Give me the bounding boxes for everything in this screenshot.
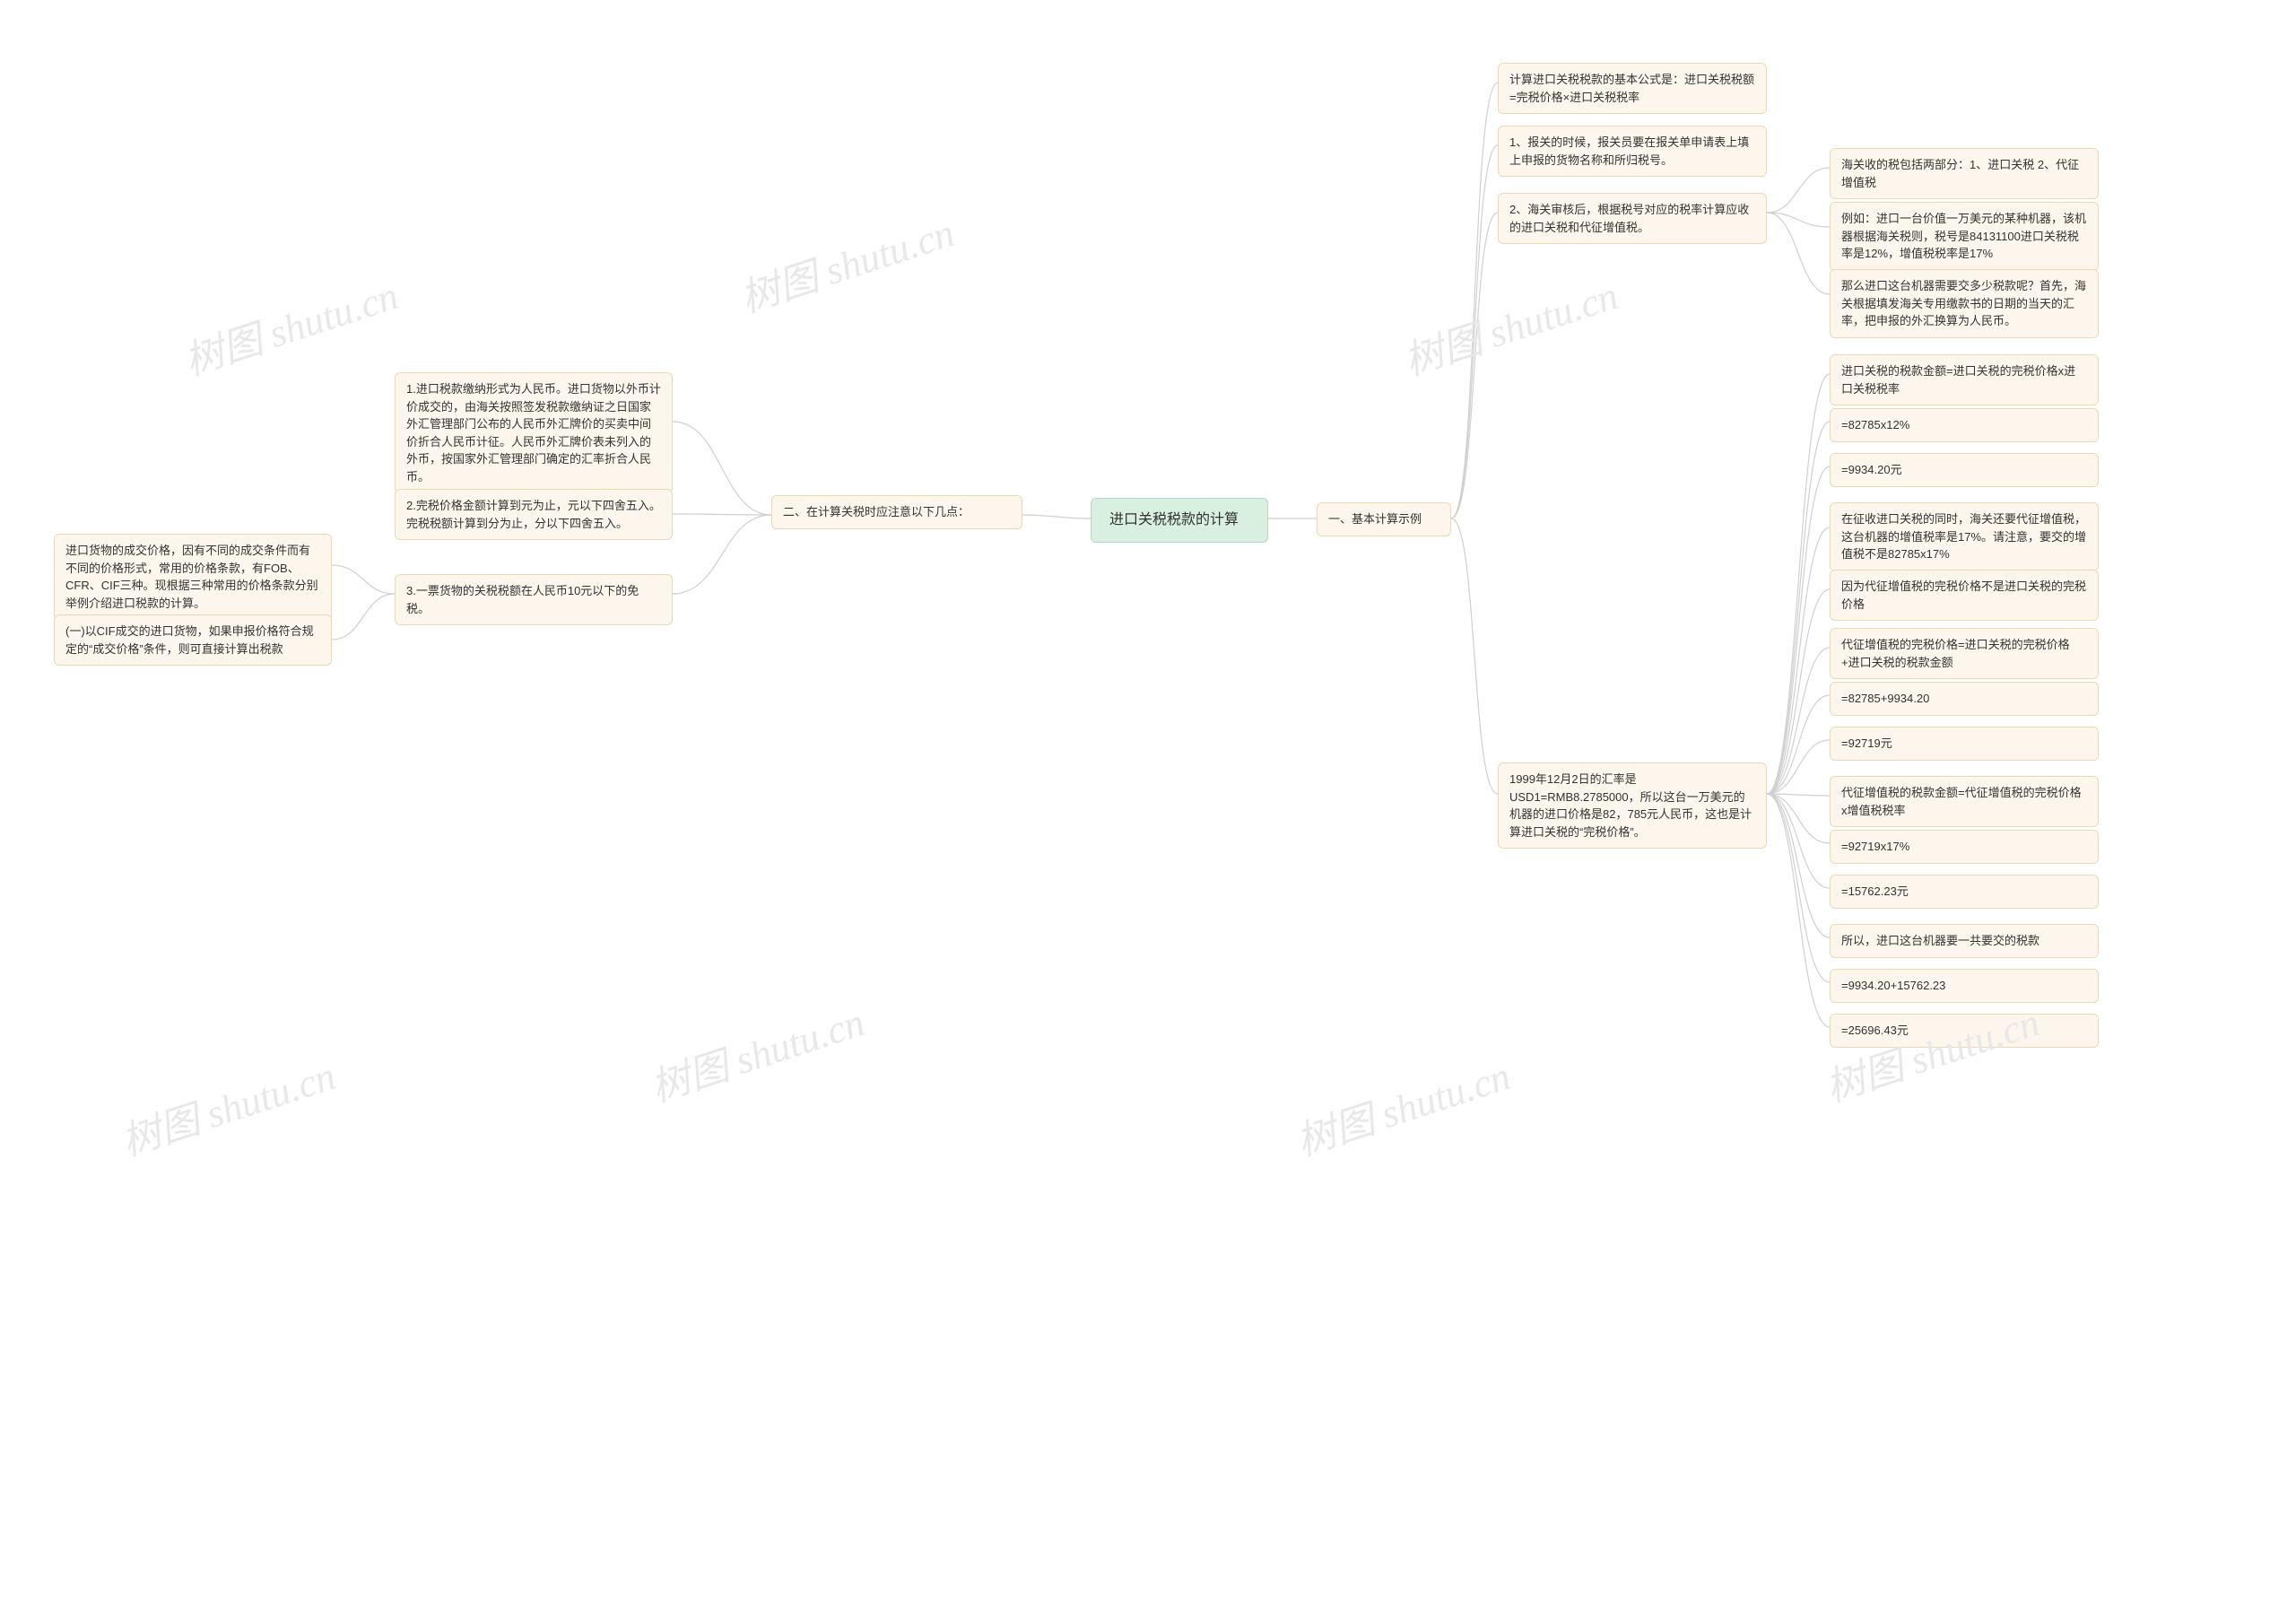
node-calc-2[interactable]: =9934.20元 — [1830, 453, 2099, 487]
branch-right[interactable]: 一、基本计算示例 — [1317, 502, 1451, 536]
node-point-1[interactable]: 1.进口税款缴纳形式为人民币。进口货物以外币计价成交的，由海关按照签发税款缴纳证… — [395, 372, 673, 493]
node-calc-1[interactable]: =82785x12% — [1830, 408, 2099, 442]
node-vat-amount-formula[interactable]: 代征增值税的税款金额=代征增值税的完税价格x增值税税率 — [1830, 776, 2099, 827]
watermark: 树图 shutu.cn — [1817, 989, 2046, 1112]
node-tax-parts[interactable]: 海关收的税包括两部分：1、进口关税 2、代征增值税 — [1830, 148, 2099, 199]
watermark: 树图 shutu.cn — [1288, 1043, 1517, 1166]
watermark: 树图 shutu.cn — [176, 263, 404, 386]
node-total-label[interactable]: 所以，进口这台机器要一共要交的税款 — [1830, 924, 2099, 958]
node-calc-3[interactable]: =82785+9934.20 — [1830, 682, 2099, 716]
node-step1[interactable]: 1、报关的时候，报关员要在报关单申请表上填上申报的货物名称和所归税号。 — [1498, 126, 1767, 177]
node-import-tax-formula[interactable]: 进口关税的税款金额=进口关税的完税价格x进口关税税率 — [1830, 354, 2099, 405]
branch-left[interactable]: 二、在计算关税时应注意以下几点： — [771, 495, 1022, 529]
node-calc-8[interactable]: =25696.43元 — [1830, 1014, 2099, 1048]
node-point-3[interactable]: 3.一票货物的关税税额在人民币10元以下的免税。 — [395, 574, 673, 625]
watermark: 树图 shutu.cn — [732, 200, 961, 323]
node-price-terms[interactable]: 进口货物的成交价格，因有不同的成交条件而有不同的价格形式，常用的价格条款，有FO… — [54, 534, 332, 620]
node-calc-6[interactable]: =15762.23元 — [1830, 875, 2099, 909]
root-node[interactable]: 进口关税税款的计算 — [1091, 498, 1268, 543]
node-calc-7[interactable]: =9934.20+15762.23 — [1830, 969, 2099, 1003]
node-step2[interactable]: 2、海关审核后，根据税号对应的税率计算应收的进口关税和代征增值税。 — [1498, 193, 1767, 244]
watermark: 树图 shutu.cn — [113, 1043, 342, 1166]
node-calc-4[interactable]: =92719元 — [1830, 727, 2099, 761]
watermark: 树图 shutu.cn — [642, 989, 871, 1112]
node-cif-note[interactable]: (一)以CIF成交的进口货物，如果申报价格符合规定的“成交价格”条件，则可直接计… — [54, 614, 332, 666]
node-example-intro[interactable]: 例如：进口一台价值一万美元的某种机器，该机器根据海关税则，税号是84131100… — [1830, 202, 2099, 271]
node-calc-5[interactable]: =92719x17% — [1830, 830, 2099, 864]
node-vat-reason[interactable]: 因为代征增值税的完税价格不是进口关税的完税价格 — [1830, 570, 2099, 621]
node-point-2[interactable]: 2.完税价格金额计算到元为止，元以下四舍五入。完税税额计算到分为止，分以下四舍五… — [395, 489, 673, 540]
node-formula[interactable]: 计算进口关税税款的基本公式是：进口关税税额=完税价格×进口关税税率 — [1498, 63, 1767, 114]
node-vat-note[interactable]: 在征收进口关税的同时，海关还要代征增值税，这台机器的增值税率是17%。请注意，要… — [1830, 502, 2099, 571]
node-vat-formula[interactable]: 代征增值税的完税价格=进口关税的完税价格+进口关税的税款金额 — [1830, 628, 2099, 679]
node-exchange-rate[interactable]: 1999年12月2日的汇率是USD1=RMB8.2785000，所以这台一万美元… — [1498, 762, 1767, 849]
node-exchange-note[interactable]: 那么进口这台机器需要交多少税款呢？首先，海关根据填发海关专用缴款书的日期的当天的… — [1830, 269, 2099, 338]
watermark: 树图 shutu.cn — [1396, 263, 1624, 386]
